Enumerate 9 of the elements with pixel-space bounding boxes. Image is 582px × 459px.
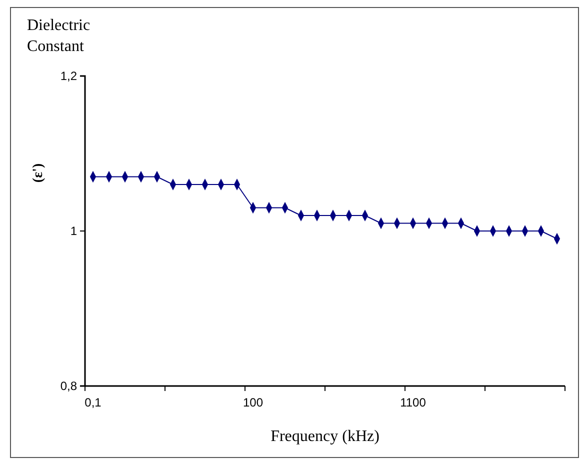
x-tick-label: 1100	[400, 396, 426, 410]
x-tick-label: 0,1	[84, 396, 102, 410]
x-axis-title: Frequency (kHz)	[270, 428, 380, 445]
y-axis-title: Dielectric Constant	[27, 17, 90, 55]
y-tick-label: 0,8	[60, 378, 78, 393]
text: (ε')	[31, 163, 46, 183]
y-tick-label: 1,2	[60, 68, 78, 83]
x-tick-label: 100	[242, 396, 264, 410]
y-tick-label: 1	[70, 224, 78, 238]
